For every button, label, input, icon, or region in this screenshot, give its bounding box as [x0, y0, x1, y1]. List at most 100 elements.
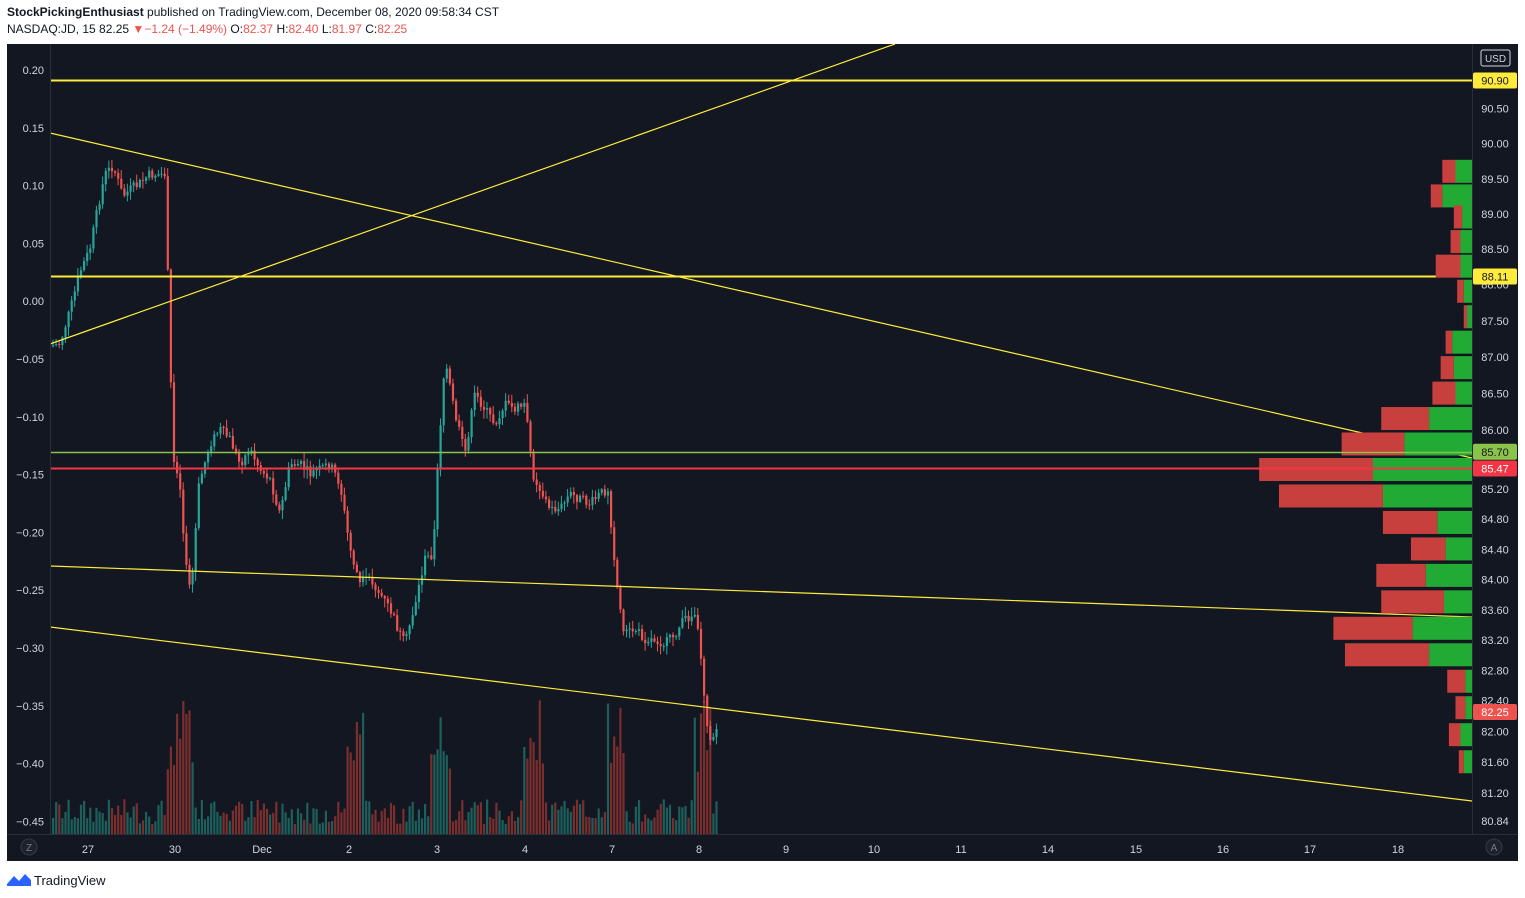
currency-badge[interactable] — [1480, 49, 1511, 67]
candle-body — [616, 559, 619, 588]
volume-bar — [541, 763, 544, 834]
candle-body — [117, 172, 120, 179]
candle-body — [269, 478, 272, 480]
candle-body — [408, 625, 411, 635]
candle-body — [290, 464, 293, 468]
candle-body — [458, 420, 461, 427]
descending-trendline-upper[interactable] — [49, 132, 1473, 459]
candle-body — [86, 252, 89, 262]
vp-bar-down — [1457, 279, 1464, 303]
candle-body — [132, 182, 135, 186]
chart-area[interactable]: 0.20 0.15 0.10 0.05 0.00 −0.05 −0.10 −0.15 −0.20… — [7, 43, 1518, 861]
volume-bar — [67, 799, 70, 834]
vp-bar-up — [1460, 723, 1472, 747]
auto-scale-button[interactable] — [1485, 838, 1503, 856]
volume-bar — [427, 816, 430, 834]
left-axis[interactable]: 0.20 0.15 0.10 0.05 0.00 −0.05 −0.10 −0.15 −0.20… — [16, 65, 44, 828]
tradingview-brand[interactable]: TradingView — [34, 873, 106, 888]
author-name[interactable]: StockPickingEnthusiast — [7, 5, 144, 19]
candle-body — [287, 467, 290, 488]
candle-body — [321, 465, 324, 467]
candle-body — [445, 368, 448, 379]
vp-bar-up — [1443, 590, 1472, 614]
volume-bar — [622, 752, 625, 834]
vp-bar-down — [1447, 669, 1466, 693]
candle-body — [179, 473, 182, 490]
left-axis-tick: −0.35 — [16, 701, 44, 713]
volume-bar — [244, 820, 247, 834]
candle-body — [309, 466, 312, 477]
volume-bar — [203, 819, 207, 834]
volume-bar — [526, 758, 529, 834]
left-axis-tick: −0.45 — [16, 816, 44, 828]
price-label-bg — [1473, 460, 1517, 477]
volume-bar — [327, 821, 331, 834]
candle-body — [362, 577, 365, 583]
candle-body — [405, 634, 408, 637]
volume-bar — [420, 818, 424, 834]
volume-bar — [588, 817, 591, 834]
volume-bar — [445, 755, 448, 834]
volume-bar — [368, 801, 371, 834]
volume-bar — [498, 810, 501, 834]
candle-body — [641, 629, 644, 640]
volume-bar — [585, 816, 588, 834]
symbol-name[interactable]: NASDAQ:JD, 15 — [7, 22, 96, 36]
volume-bar — [668, 804, 672, 834]
volume-bar — [687, 817, 690, 834]
vp-bar-down — [1382, 510, 1438, 534]
volume-bar — [374, 809, 377, 834]
volume-bar — [340, 812, 343, 834]
footer: TradingView — [0, 862, 1525, 898]
candle-body — [200, 473, 203, 484]
candle-body — [684, 615, 687, 619]
vp-bar-down — [1463, 305, 1468, 329]
vp-bar-down — [1432, 381, 1456, 405]
candle-body — [340, 483, 343, 495]
time-axis[interactable]: 27 30 Dec 2 3 4 7 8 9 10 11 14 15 16 17 18 — [82, 844, 1404, 856]
volume-bar — [58, 804, 61, 834]
candle-body — [473, 392, 476, 411]
volume-bar — [696, 771, 699, 834]
candle-body — [647, 641, 650, 644]
ascending-trendline[interactable] — [49, 43, 896, 345]
channel-line-lower[interactable] — [49, 626, 1473, 802]
candle-body — [665, 637, 668, 647]
candle-body — [296, 463, 300, 466]
candle-body — [331, 464, 334, 469]
candle-body — [644, 639, 647, 644]
candle-body — [597, 492, 600, 499]
volume-bar — [362, 712, 365, 834]
candle-body — [696, 614, 699, 629]
channel-line-middle[interactable] — [49, 565, 1473, 618]
volume-bar — [138, 823, 141, 834]
tradingview-logo-icon[interactable] — [7, 872, 31, 888]
volume-bar — [216, 811, 219, 834]
candle-body — [513, 406, 517, 412]
volume-bar — [300, 813, 303, 834]
volume-bar — [399, 823, 402, 834]
candle-body — [399, 630, 402, 632]
right-axis-tick: 84.00 — [1481, 575, 1509, 587]
drawings — [49, 43, 1473, 802]
volume-bar — [662, 799, 665, 834]
timezone-button[interactable] — [20, 838, 38, 856]
volume-bar — [569, 811, 572, 834]
candle-body — [411, 615, 414, 626]
support-resistance — [50, 451, 1472, 470]
volume-bar — [684, 805, 687, 834]
volume-bar — [191, 762, 194, 834]
candle-body — [619, 587, 622, 610]
candle-body — [678, 627, 681, 637]
candle-body — [89, 248, 92, 253]
left-axis-tick: −0.05 — [16, 354, 44, 366]
volume-bar — [287, 817, 290, 834]
time-axis-bg — [7, 834, 1518, 861]
vp-bar-up — [1404, 432, 1472, 456]
volume-bar — [681, 807, 684, 834]
candle-body — [402, 631, 405, 637]
price-chart[interactable]: 0.20 0.15 0.10 0.05 0.00 −0.05 −0.10 −0.15 −0.20… — [7, 43, 1518, 861]
candle-body — [383, 596, 386, 599]
volume-bar — [665, 807, 668, 834]
volume-bar — [504, 823, 507, 834]
